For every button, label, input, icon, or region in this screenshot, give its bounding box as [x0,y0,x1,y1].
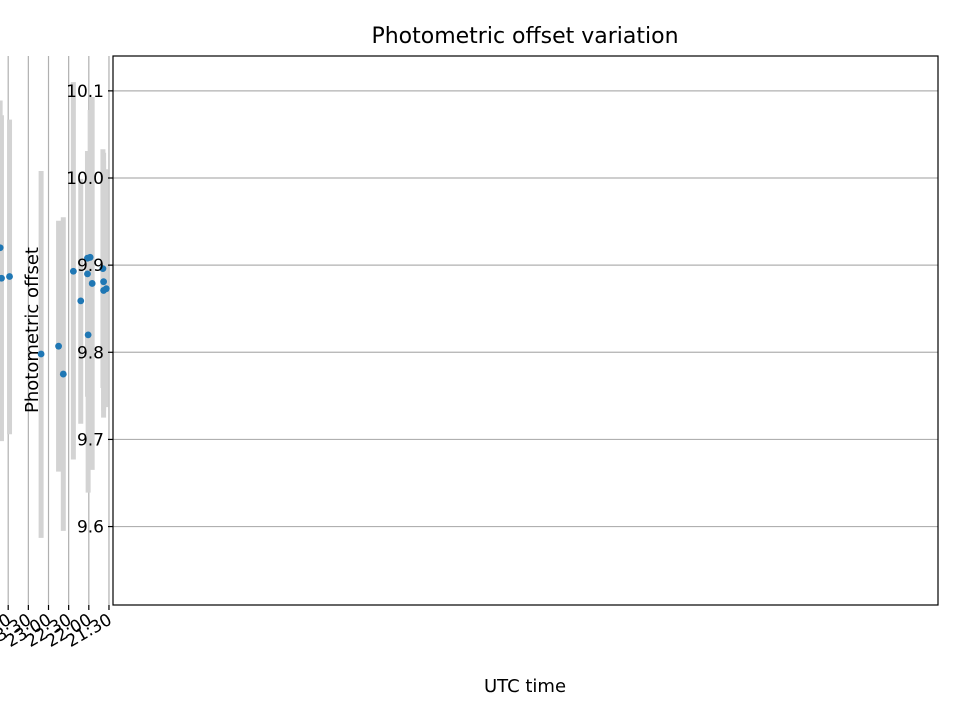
y-tick-label: 10.0 [66,169,104,189]
data-point [100,287,107,294]
chart-title: Photometric offset variation [371,24,678,49]
data-point [0,244,4,252]
y-axis: 9.6 9.7 9.8 9.9 10.0 10.1 [66,82,113,538]
y-tick-label: 9.8 [77,343,104,363]
y-tick-label: 9.9 [77,256,104,276]
data-point [0,274,5,282]
y-tick-label: 9.6 [77,518,104,538]
data-point [77,297,85,305]
data-point [84,331,92,339]
data-point [84,270,91,278]
data-point [37,350,45,358]
data-point [88,280,96,287]
y-tick-label: 10.1 [66,82,104,102]
data-point [84,254,91,262]
data-points [0,244,110,378]
data-point [100,278,107,286]
data-point [6,273,13,280]
data-point [69,267,77,275]
x-axis-label: UTC time [484,676,566,697]
plot-frame [112,55,939,606]
y-axis-label: Photometric offset [22,247,43,413]
data-point [59,370,67,378]
data-point [55,342,62,350]
data-point [99,265,107,273]
y-tick-label: 9.7 [77,430,104,450]
